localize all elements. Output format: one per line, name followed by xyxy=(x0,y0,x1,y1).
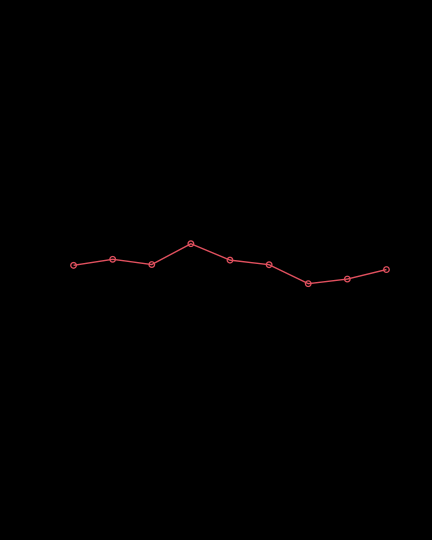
data-point xyxy=(304,280,312,288)
series-layer xyxy=(70,240,390,288)
data-point xyxy=(148,261,156,268)
series-line xyxy=(73,243,387,285)
data-point xyxy=(187,240,195,248)
data-point xyxy=(343,275,351,283)
data-point xyxy=(109,255,117,263)
data-point xyxy=(226,256,234,264)
data-point xyxy=(265,261,273,269)
data-point xyxy=(70,261,78,269)
data-point xyxy=(382,266,390,274)
